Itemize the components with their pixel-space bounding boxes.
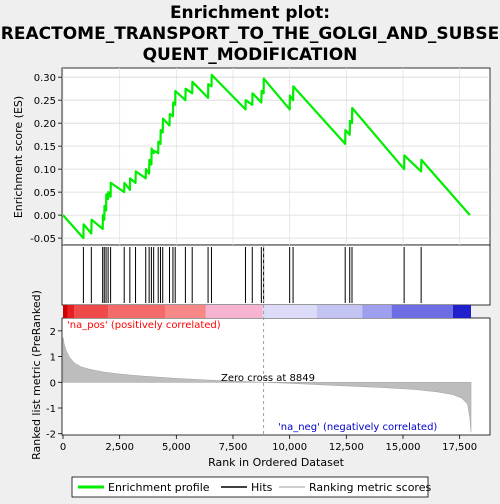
- color-bar-segment: [67, 305, 75, 318]
- color-bar-segment: [316, 305, 363, 318]
- ranking-ytick-label: -1: [46, 404, 56, 415]
- pos-correlated-label: 'na_pos' (positively correlated): [67, 320, 221, 331]
- x-axis-label: Rank in Ordered Dataset: [208, 456, 345, 469]
- es-ylabel: Enrichment score (ES): [12, 96, 25, 218]
- color-bar-segment: [262, 305, 317, 318]
- x-tick-label: 12,500: [329, 442, 364, 453]
- es-ytick-label: -0.05: [30, 234, 56, 245]
- color-bar-segment: [391, 305, 453, 318]
- ranking-ylabel: Ranked list metric (PreRanked): [30, 290, 43, 460]
- x-tick-label: 7,500: [219, 442, 248, 453]
- color-bar-segment: [452, 305, 471, 318]
- ranking-y-axis: -2 -1 0 1 2: [46, 327, 62, 441]
- x-tick-label: 5,000: [162, 442, 191, 453]
- hits-layer: [82, 247, 422, 303]
- x-tick-label: 15,000: [386, 442, 421, 453]
- ranking-ytick-label: 0: [50, 378, 56, 389]
- color-bar-segment: [205, 305, 263, 318]
- color-bar-segment: [63, 305, 68, 318]
- ranking-ytick-label: -2: [46, 430, 56, 441]
- legend-enrichment-label: Enrichment profile: [108, 481, 210, 494]
- ranking-metric-layer: [62, 245, 472, 435]
- chart-title-line2: REACTOME_TRANSPORT_TO_THE_GOLGI_AND_SUBS…: [1, 24, 499, 44]
- x-tick-label: 0: [60, 442, 66, 453]
- color-bar-segment: [108, 305, 165, 318]
- x-axis: 0 2,500 5,000 7,500 10,000 12,500 15,000 17,500: [60, 435, 477, 453]
- legend-hits-label: Hits: [251, 481, 273, 494]
- ranking-metric-area: [62, 337, 472, 433]
- color-bar-segment: [74, 305, 109, 318]
- neg-correlated-label: 'na_neg' (negatively correlated): [278, 422, 437, 433]
- es-ytick-label: 0.20: [34, 119, 56, 130]
- ranking-ytick-label: 2: [50, 327, 56, 338]
- enrichment-profile-layer: [62, 73, 471, 240]
- chart-title-line3: QUENT_MODIFICATION: [143, 45, 358, 65]
- enrichment-profile-line: [62, 73, 471, 240]
- hits-panel: [61, 244, 491, 306]
- es-ytick-label: 0.25: [34, 96, 56, 107]
- x-tick-label: 2,500: [105, 442, 134, 453]
- x-tick-label: 17,500: [442, 442, 477, 453]
- zero-cross-label: Zero cross at 8849: [221, 373, 315, 384]
- es-ytick-label: 0.00: [34, 211, 56, 222]
- es-ytick-label: 0.10: [34, 165, 56, 176]
- es-ytick-label: 0.15: [34, 142, 56, 153]
- ranking-ytick-label: 1: [50, 353, 56, 364]
- es-ytick-label: 0.30: [34, 73, 56, 84]
- ranking-color-bar: [63, 305, 471, 318]
- color-bar-segment: [362, 305, 392, 318]
- x-tick-label: 10,000: [272, 442, 307, 453]
- color-bar-segment: [165, 305, 206, 318]
- legend-ranking-label: Ranking metric scores: [309, 481, 431, 494]
- chart-title-line1: Enrichment plot:: [170, 3, 330, 23]
- legend-box: [71, 476, 429, 498]
- es-ytick-label: 0.05: [34, 188, 56, 199]
- es-y-axis: -0.05 0.00 0.05 0.10 0.15 0.20 0.25 0.30: [30, 73, 62, 245]
